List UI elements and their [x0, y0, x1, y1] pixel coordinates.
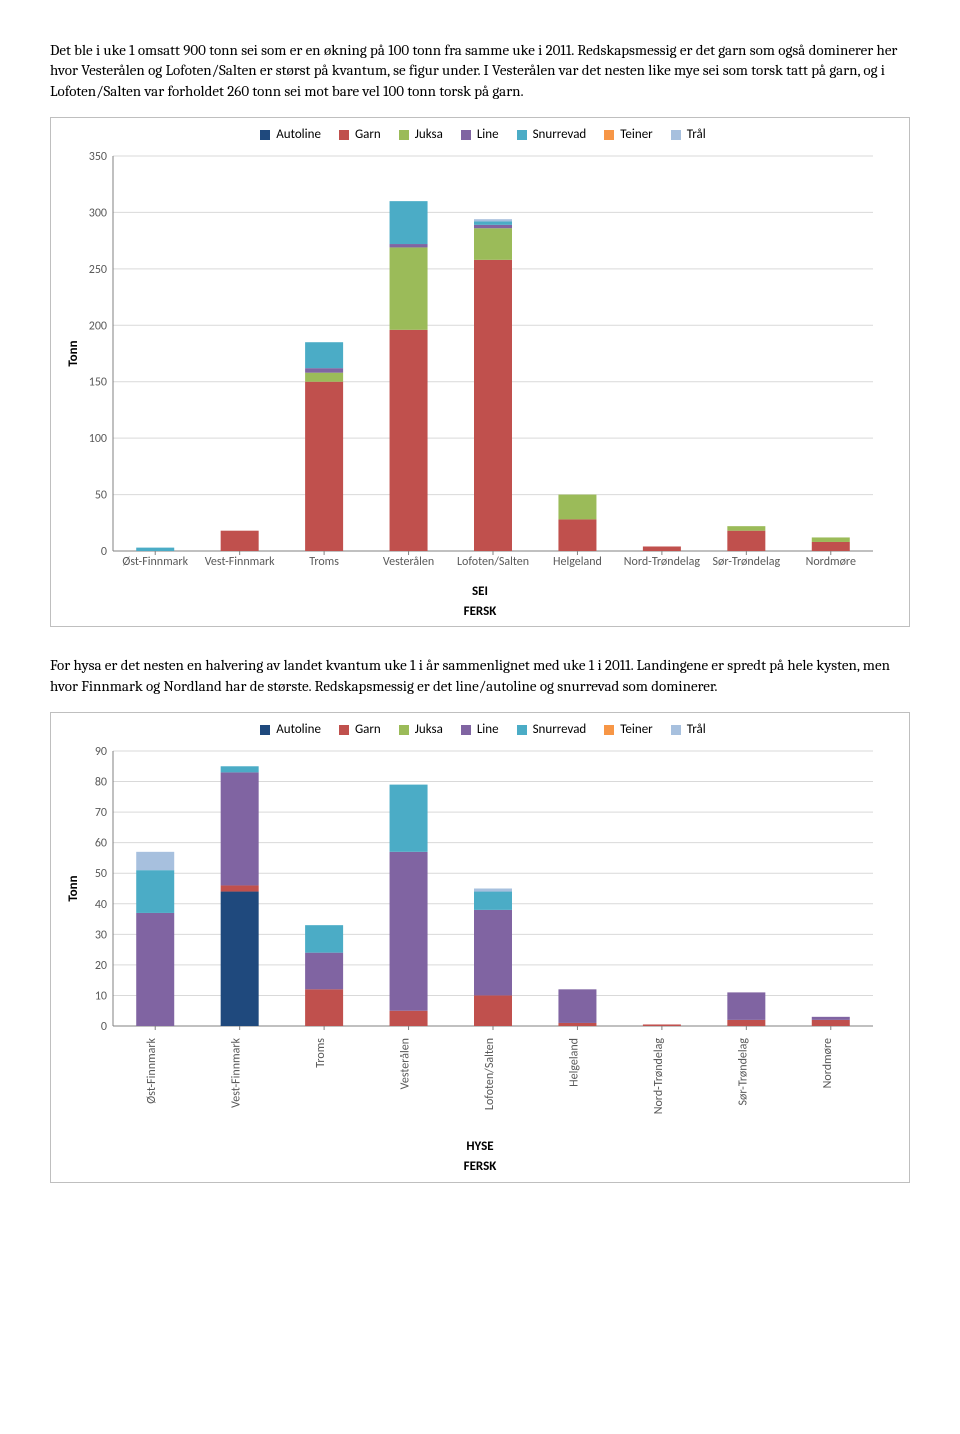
sei-chart-container: AutolineGarnJuksaLineSnurrevadTeinerTrål… [50, 117, 910, 628]
svg-text:20: 20 [95, 959, 107, 973]
svg-text:60: 60 [95, 837, 107, 851]
svg-text:Vest-Finnmark: Vest-Finnmark [205, 555, 275, 569]
svg-text:Øst-Finnmark: Øst-Finnmark [122, 555, 188, 569]
svg-text:Vesterålen: Vesterålen [399, 1038, 413, 1089]
svg-text:50: 50 [95, 868, 107, 882]
svg-text:Nord-Trøndelag: Nord-Trøndelag [652, 1038, 666, 1115]
svg-text:Helgeland: Helgeland [567, 1038, 581, 1087]
svg-text:Lofoten/Salten: Lofoten/Salten [457, 555, 529, 569]
svg-text:Sør-Trøndelag: Sør-Trøndelag [713, 555, 781, 569]
svg-text:200: 200 [89, 320, 107, 334]
svg-text:70: 70 [95, 807, 107, 821]
svg-text:30: 30 [95, 929, 107, 943]
svg-text:Tonn: Tonn [66, 341, 81, 367]
svg-text:Lofoten/Salten: Lofoten/Salten [483, 1038, 497, 1110]
svg-text:0: 0 [101, 545, 107, 559]
chart-footer-species: SEI [63, 583, 897, 601]
svg-text:Vest-Finnmark: Vest-Finnmark [230, 1038, 244, 1108]
svg-text:Troms: Troms [309, 555, 339, 569]
chart-footer-state: FERSK [63, 1158, 897, 1176]
svg-text:Nordmøre: Nordmøre [821, 1038, 835, 1088]
svg-text:Nordmøre: Nordmøre [806, 555, 856, 569]
svg-text:90: 90 [95, 746, 107, 759]
svg-text:150: 150 [89, 376, 107, 390]
paragraph-2: For hysa er det nesten en halvering av l… [50, 655, 910, 696]
hyse-chart: 0 10 20 30 40 50 60 70 80 90 Øst-Finnmark Vest-Finn… [63, 746, 897, 1136]
chart-legend: AutolineGarnJuksaLineSnurrevadTeinerTrål [63, 126, 897, 144]
svg-text:80: 80 [95, 776, 107, 790]
svg-text:300: 300 [89, 207, 107, 221]
paragraph-1: Det ble i uke 1 omsatt 900 tonn sei som … [50, 40, 910, 101]
chart-legend: AutolineGarnJuksaLineSnurrevadTeinerTrål [63, 721, 897, 739]
svg-text:100: 100 [89, 432, 107, 446]
hyse-chart-container: AutolineGarnJuksaLineSnurrevadTeinerTrål… [50, 712, 910, 1183]
sei-chart: 0 50 100 150 200 250 300 350 Øst-Finnmark Vest-Fi… [63, 151, 897, 581]
svg-text:Helgeland: Helgeland [553, 555, 602, 569]
svg-text:Øst-Finnmark: Øst-Finnmark [145, 1038, 159, 1104]
svg-text:Nord-Trøndelag: Nord-Trøndelag [624, 555, 701, 569]
chart-footer-state: FERSK [63, 603, 897, 621]
svg-text:50: 50 [95, 489, 107, 503]
chart-footer-species: HYSE [63, 1138, 897, 1156]
svg-text:Vesterålen: Vesterålen [383, 555, 434, 569]
svg-text:Tonn: Tonn [66, 876, 81, 902]
svg-text:10: 10 [95, 990, 107, 1004]
svg-text:250: 250 [89, 263, 107, 277]
svg-text:350: 350 [89, 151, 107, 164]
svg-text:Troms: Troms [314, 1038, 328, 1068]
svg-text:Sør-Trøndelag: Sør-Trøndelag [736, 1038, 750, 1106]
svg-text:40: 40 [95, 898, 107, 912]
svg-text:0: 0 [101, 1020, 107, 1034]
